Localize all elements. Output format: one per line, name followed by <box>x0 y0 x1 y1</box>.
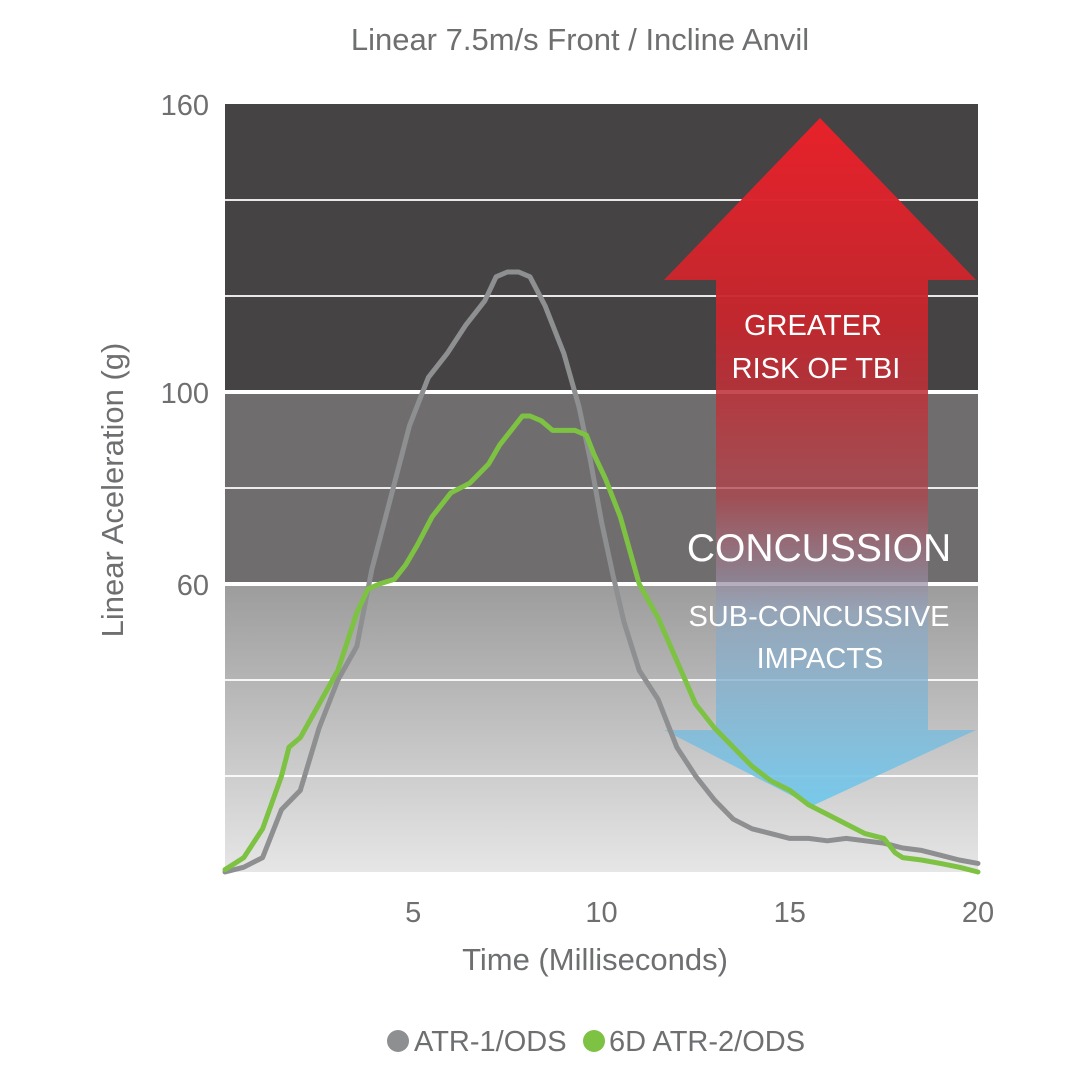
x-tick-label-20: 20 <box>962 897 994 929</box>
y-tick-label-60: 60 <box>177 570 209 602</box>
series-line-atr1 <box>222 269 981 875</box>
series-lines <box>222 269 981 875</box>
legend-label-6d-atr2: 6D ATR-2/ODS <box>609 1026 805 1058</box>
sub-concussive-label-line2: IMPACTS <box>757 643 884 675</box>
y-axis-label: Linear Aceleration (g) <box>95 343 130 638</box>
series-line-6d-atr2 <box>222 413 981 875</box>
risk-label-line2: RISK OF TBI <box>732 353 901 385</box>
x-tick-label-5: 5 <box>405 897 421 929</box>
legend-label-atr1: ATR-1/ODS <box>414 1026 567 1058</box>
risk-label-line1: GREATER <box>744 310 882 342</box>
x-tick-label-10: 10 <box>585 897 617 929</box>
risk-arrow <box>664 118 976 806</box>
concussion-label: CONCUSSION <box>687 527 951 570</box>
x-tick-label-15: 15 <box>774 897 806 929</box>
y-tick-label-160: 160 <box>161 90 209 122</box>
chart-title: Linear 7.5m/s Front / Incline Anvil <box>351 22 809 57</box>
y-tick-label-100: 100 <box>161 378 209 410</box>
x-axis-ticks: 5 10 15 20 <box>405 897 994 929</box>
y-axis-ticks: 60 100 160 <box>161 90 209 602</box>
sub-concussive-label-line1: SUB-CONCUSSIVE <box>688 601 949 633</box>
legend-marker-atr1 <box>387 1030 409 1052</box>
x-axis-label: Time (Milliseconds) <box>462 942 728 977</box>
legend-marker-6d-atr2 <box>583 1030 605 1052</box>
legend: ATR-1/ODS 6D ATR-2/ODS <box>387 1026 805 1058</box>
